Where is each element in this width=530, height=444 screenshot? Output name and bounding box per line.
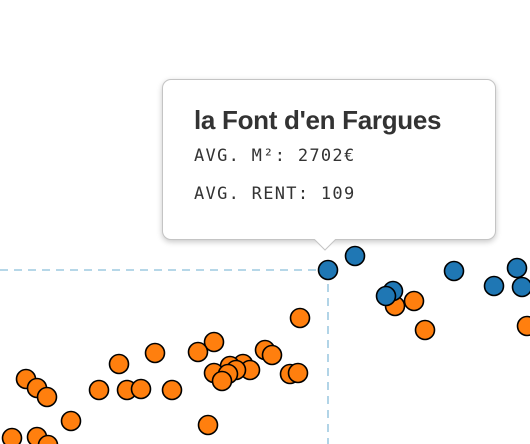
blue-data-point[interactable] — [344, 245, 366, 267]
orange-data-point[interactable] — [60, 410, 82, 432]
orange-data-point[interactable] — [414, 319, 436, 341]
orange-data-point[interactable] — [161, 379, 183, 401]
orange-data-point[interactable] — [130, 378, 152, 400]
tooltip-avg-rent: AVG. RENT: 109 — [194, 184, 356, 204]
orange-data-point[interactable] — [36, 386, 58, 408]
orange-data-point[interactable] — [203, 331, 225, 353]
orange-data-point[interactable] — [289, 307, 311, 329]
data-points — [1, 245, 530, 444]
orange-data-point[interactable] — [88, 379, 110, 401]
orange-data-point[interactable] — [37, 434, 59, 444]
blue-data-point[interactable] — [511, 276, 530, 298]
orange-data-point[interactable] — [197, 414, 219, 436]
blue-data-point[interactable] — [483, 275, 505, 297]
tooltip-arrow — [314, 239, 336, 251]
orange-data-point[interactable] — [144, 342, 166, 364]
highlighted-data-point[interactable] — [317, 259, 339, 281]
tooltip: la Font d'en Fargues AVG. M²: 2702€ AVG.… — [162, 79, 496, 251]
orange-data-point[interactable] — [108, 353, 130, 375]
blue-data-point[interactable] — [506, 257, 528, 279]
tooltip-title: la Font d'en Fargues — [194, 105, 442, 135]
orange-data-point[interactable] — [211, 370, 233, 392]
blue-data-point[interactable] — [443, 260, 465, 282]
orange-data-point[interactable] — [1, 427, 23, 444]
orange-data-point[interactable] — [403, 290, 425, 312]
orange-data-point[interactable] — [287, 362, 309, 384]
orange-data-point[interactable] — [187, 341, 209, 363]
orange-data-point[interactable] — [516, 315, 530, 337]
tooltip-avg-m2: AVG. M²: 2702€ — [194, 146, 356, 166]
blue-data-point[interactable] — [375, 285, 397, 307]
orange-data-point[interactable] — [261, 344, 283, 366]
